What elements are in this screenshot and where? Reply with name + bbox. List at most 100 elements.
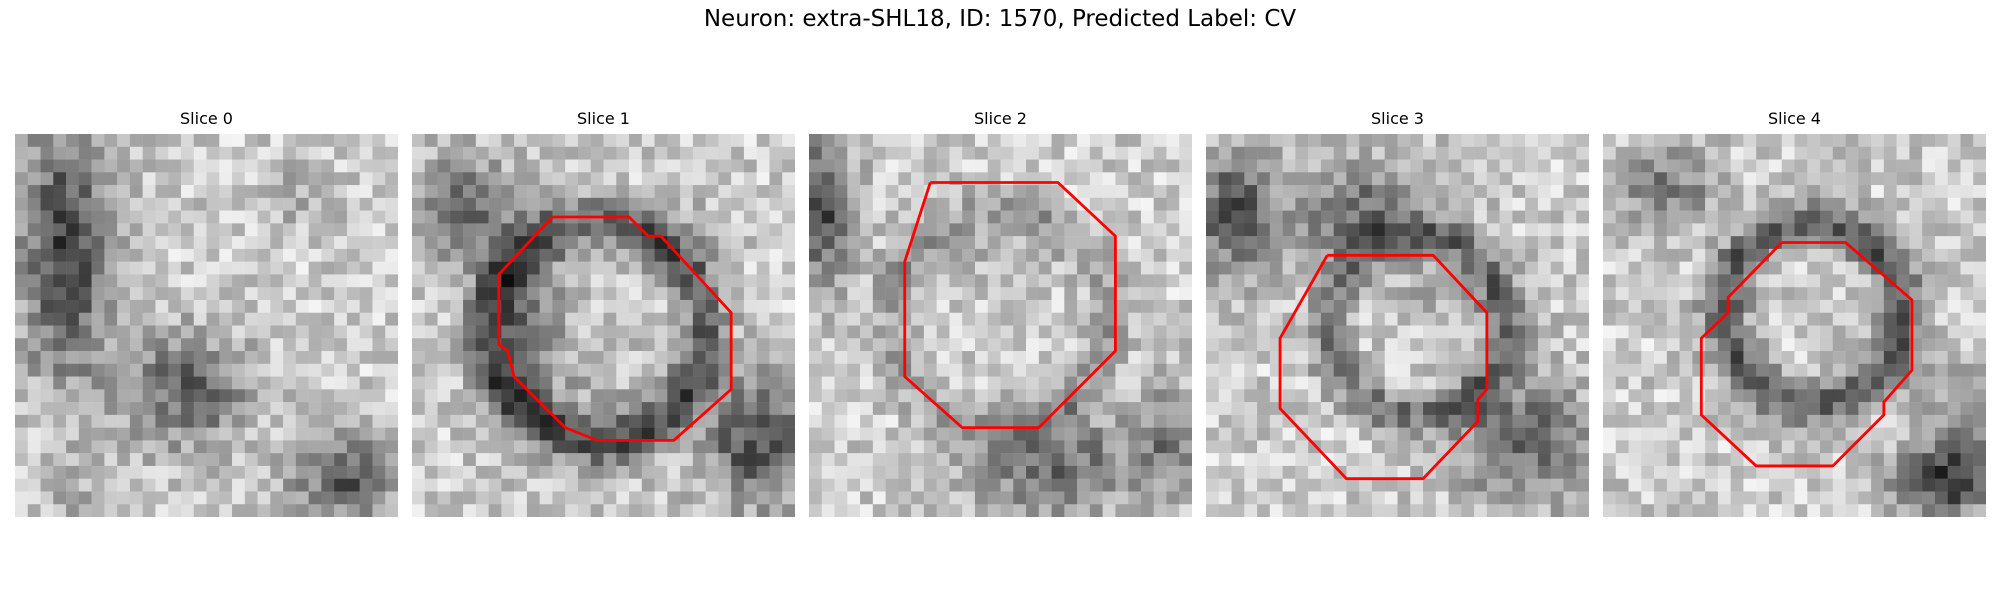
pixel xyxy=(756,159,770,173)
pixel xyxy=(475,197,489,211)
pixel xyxy=(1269,197,1283,211)
pixel xyxy=(641,172,655,186)
pixel xyxy=(1089,338,1103,352)
pixel xyxy=(1269,210,1283,224)
pixel xyxy=(1615,299,1629,313)
pixel xyxy=(629,427,643,441)
pixel xyxy=(1563,287,1577,301)
pixel xyxy=(1743,402,1757,416)
pixel xyxy=(1858,491,1872,505)
pixel xyxy=(1781,185,1795,199)
pixel xyxy=(1346,261,1360,275)
pixel xyxy=(616,287,630,301)
pixel xyxy=(1781,159,1795,173)
pixel xyxy=(91,504,105,517)
pixel xyxy=(1576,223,1589,237)
pixel xyxy=(1666,504,1680,517)
pixel xyxy=(718,363,732,377)
pixel xyxy=(1346,465,1360,479)
pixel xyxy=(769,363,783,377)
pixel xyxy=(743,312,757,326)
pixel xyxy=(1231,299,1245,313)
pixel xyxy=(680,185,694,199)
pixel xyxy=(743,210,757,224)
pixel xyxy=(1038,312,1052,326)
pixel xyxy=(898,440,912,454)
pixel xyxy=(53,172,67,186)
pixel xyxy=(1576,287,1589,301)
pixel xyxy=(1756,402,1770,416)
pixel xyxy=(412,261,426,275)
pixel xyxy=(603,146,617,160)
pixel xyxy=(834,172,848,186)
pixel xyxy=(731,287,745,301)
pixel xyxy=(15,299,29,313)
pixel xyxy=(1717,491,1731,505)
pixel xyxy=(654,185,668,199)
pixel xyxy=(654,134,668,148)
pixel xyxy=(1603,389,1617,403)
pixel xyxy=(1486,312,1500,326)
pixel xyxy=(1615,427,1629,441)
pixel xyxy=(565,287,579,301)
pixel xyxy=(834,440,848,454)
pixel xyxy=(78,274,92,288)
pixel xyxy=(501,287,515,301)
pixel xyxy=(667,197,681,211)
pixel xyxy=(1000,185,1014,199)
pixel xyxy=(1115,440,1129,454)
pixel xyxy=(424,236,438,250)
pixel xyxy=(1423,299,1437,313)
pixel xyxy=(1206,236,1220,250)
pixel xyxy=(577,440,591,454)
pixel xyxy=(1371,274,1385,288)
pixel xyxy=(743,197,757,211)
pixel xyxy=(756,172,770,186)
pixel xyxy=(1435,312,1449,326)
pixel xyxy=(53,185,67,199)
pixel xyxy=(1282,453,1296,467)
pixel xyxy=(1947,402,1961,416)
pixel xyxy=(308,351,322,365)
pixel xyxy=(104,478,118,492)
pixel xyxy=(1820,197,1834,211)
pixel xyxy=(1512,351,1526,365)
pixel xyxy=(962,414,976,428)
pixel xyxy=(782,287,795,301)
pixel xyxy=(1692,491,1706,505)
pixel xyxy=(219,223,233,237)
pixel xyxy=(629,287,643,301)
pixel xyxy=(1717,197,1731,211)
pixel xyxy=(590,427,604,441)
pixel xyxy=(1768,504,1782,517)
pixel xyxy=(232,351,246,365)
pixel xyxy=(257,389,271,403)
pixel xyxy=(1102,491,1116,505)
pixel xyxy=(731,402,745,416)
pixel xyxy=(1140,210,1154,224)
pixel xyxy=(1641,363,1655,377)
pixel xyxy=(809,351,823,365)
pixel xyxy=(1257,376,1271,390)
pixel xyxy=(244,287,258,301)
pixel xyxy=(565,363,579,377)
pixel xyxy=(1550,312,1564,326)
pixel xyxy=(962,312,976,326)
pixel xyxy=(641,363,655,377)
pixel xyxy=(872,159,886,173)
pixel xyxy=(1832,274,1846,288)
pixel xyxy=(1257,312,1271,326)
pixel xyxy=(1563,363,1577,377)
pixel xyxy=(821,440,835,454)
pixel xyxy=(885,134,899,148)
pixel xyxy=(346,134,360,148)
pixel xyxy=(412,210,426,224)
pixel xyxy=(40,453,54,467)
pixel xyxy=(1896,146,1910,160)
pixel xyxy=(692,465,706,479)
pixel xyxy=(1115,248,1129,262)
pixel xyxy=(1730,389,1744,403)
pixel xyxy=(514,338,528,352)
pixel xyxy=(155,440,169,454)
pixel xyxy=(539,248,553,262)
